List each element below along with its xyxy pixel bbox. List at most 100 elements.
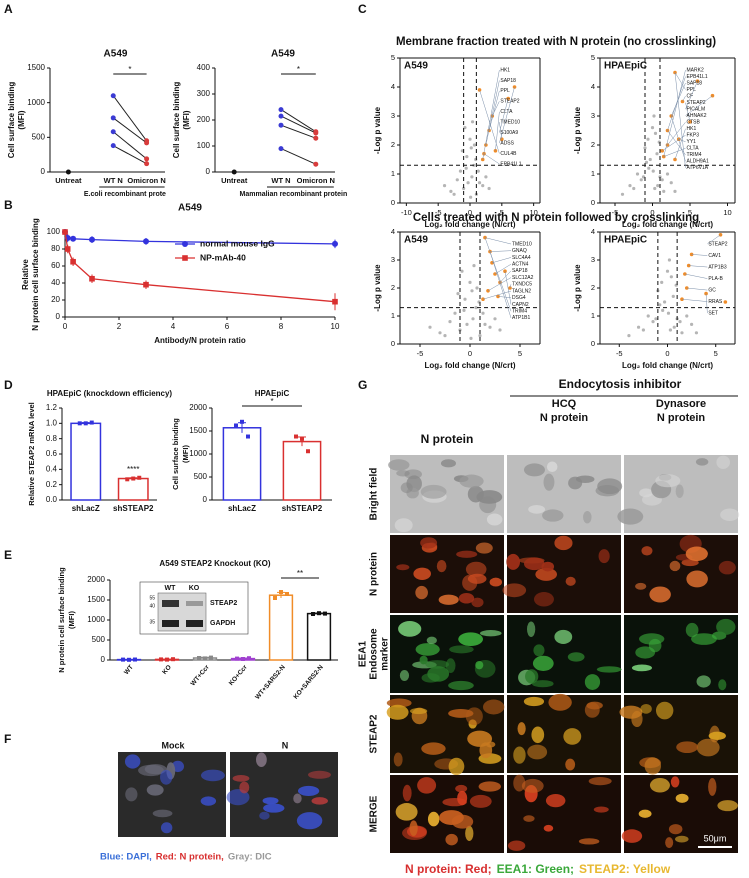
point <box>476 169 480 173</box>
cell <box>583 510 592 524</box>
y-tick-label: 20 <box>51 295 60 304</box>
point <box>641 175 646 179</box>
cell <box>595 485 620 497</box>
dot <box>278 146 284 152</box>
point <box>466 181 470 185</box>
leader <box>495 111 500 151</box>
point <box>235 656 239 661</box>
cell <box>467 485 484 503</box>
cell <box>386 698 412 708</box>
cell <box>160 822 173 834</box>
legend-label: Red: N protein, <box>156 852 224 863</box>
point <box>197 656 201 660</box>
point <box>442 184 447 188</box>
gene-label: STEAP2 <box>708 241 727 247</box>
gene-label: CLTA <box>500 109 513 115</box>
dot <box>231 169 237 175</box>
y-tick-label: 3 <box>591 111 595 120</box>
gene-label: EPB41L1 <box>500 161 521 167</box>
gene-label: RRAS <box>708 299 723 305</box>
pair-line <box>280 115 317 134</box>
leader <box>667 122 686 146</box>
cell <box>436 559 447 573</box>
cell <box>409 820 418 836</box>
point <box>332 298 338 305</box>
gene-label: GC <box>708 287 716 293</box>
point <box>669 275 673 279</box>
point <box>671 294 675 298</box>
point <box>285 592 289 596</box>
cell <box>462 574 478 591</box>
x-axis-label: Antibody/N protein ratio <box>154 336 246 345</box>
significance: * <box>297 65 300 74</box>
point <box>658 303 662 307</box>
cell <box>480 630 502 637</box>
point <box>462 308 466 312</box>
significance: ** <box>297 569 303 578</box>
y-axis-label: Cell surface binding <box>7 82 16 159</box>
cell <box>535 567 558 581</box>
gene-label: CUL4B <box>500 151 517 157</box>
x-tick-label: 2 <box>117 322 122 331</box>
point <box>468 137 472 141</box>
x-tick-label: shLacZ <box>228 504 256 513</box>
y-tick-label: 0.8 <box>46 434 58 443</box>
point <box>652 114 656 118</box>
cell <box>649 777 670 793</box>
leader <box>499 270 512 283</box>
leader <box>674 72 686 168</box>
x-tick-label: WT+Ccr <box>190 664 212 688</box>
cell <box>696 675 711 688</box>
band <box>186 601 203 606</box>
cell <box>506 553 521 570</box>
panel-label: B <box>4 198 13 212</box>
y-tick-label: 1 <box>391 169 395 178</box>
point <box>656 184 660 188</box>
cell <box>668 824 683 835</box>
point <box>470 289 474 293</box>
cell <box>565 758 576 771</box>
point <box>653 131 658 135</box>
cell <box>262 797 279 805</box>
gene-label: SAP18 <box>512 268 528 274</box>
cell <box>393 752 403 767</box>
cell <box>396 564 410 571</box>
cell <box>386 704 409 720</box>
plot-title: HPAEpiC <box>604 235 647 246</box>
y-tick-label: 5 <box>591 53 595 62</box>
gene-label: PPL <box>500 88 510 94</box>
y-axis-label: Cell surface binding <box>172 82 181 159</box>
cell <box>421 673 440 683</box>
y-tick-label: 0 <box>591 339 595 348</box>
cell <box>593 806 609 813</box>
cell <box>635 582 647 590</box>
point <box>469 336 473 340</box>
gene-label: SLC12A2 <box>512 275 534 281</box>
x-axis-label: Log₂ fold change (N/crt) <box>622 220 713 229</box>
y-tick-label: 3 <box>591 255 595 264</box>
cell <box>448 680 474 691</box>
chart-title: A549 <box>271 49 295 60</box>
x-tick-label: KO <box>161 664 173 676</box>
point <box>635 172 640 176</box>
leader <box>691 254 708 256</box>
band <box>162 620 179 627</box>
cell <box>695 458 709 466</box>
point <box>469 146 473 150</box>
panel-label: C <box>358 2 367 16</box>
lane-label: KO <box>189 585 200 592</box>
point <box>685 314 689 318</box>
leader <box>489 251 512 318</box>
leader <box>685 102 691 122</box>
y-tick-label: 2 <box>391 140 395 149</box>
cell <box>502 583 527 598</box>
y-tick-label: 0.2 <box>46 480 58 489</box>
point <box>643 146 647 150</box>
cell <box>523 463 545 477</box>
dot <box>144 156 150 162</box>
point <box>241 657 245 661</box>
point <box>428 325 432 329</box>
cell <box>263 803 285 813</box>
gene-label: CAPN2 <box>512 302 529 308</box>
cell <box>584 702 600 718</box>
